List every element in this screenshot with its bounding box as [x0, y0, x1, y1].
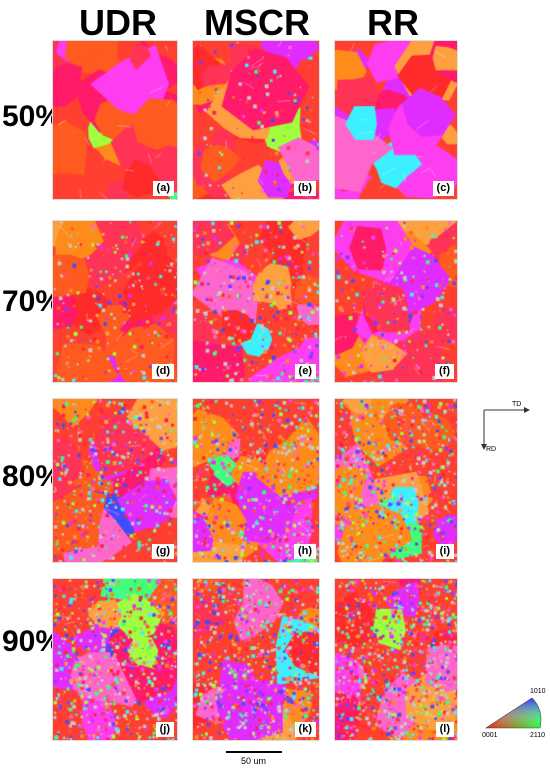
panel-label: (f): [435, 364, 454, 379]
ebsd-orientation-map: [53, 221, 177, 382]
scale-bar-label: 50 um: [241, 756, 267, 766]
ebsd-map-panel: (i): [334, 398, 458, 563]
ipf-color-legend-icon: [484, 697, 542, 729]
panel-label: (d): [151, 364, 174, 379]
ebsd-map-panel: (e): [192, 220, 320, 383]
panel-label: (g): [151, 544, 174, 559]
ebsd-orientation-map: [335, 399, 457, 562]
ebsd-map-panel: (k): [192, 578, 320, 741]
column-heading-mscr: MSCR: [204, 2, 310, 43]
panel-label: (b): [293, 181, 316, 196]
ebsd-orientation-map: [335, 41, 457, 199]
ebsd-map-panel: (b): [192, 40, 320, 200]
ebsd-orientation-map: [53, 41, 177, 199]
legend-label-0001: 0001: [482, 732, 498, 739]
ebsd-orientation-map: [53, 399, 177, 562]
ebsd-orientation-map: [193, 579, 319, 740]
ebsd-orientation-map: [193, 221, 319, 382]
column-heading-rr: RR: [367, 2, 419, 43]
panel-label: (l): [435, 722, 454, 737]
ebsd-orientation-map: [335, 579, 457, 740]
td-axis-label: TD: [512, 401, 522, 408]
rd-axis-label: RD: [486, 446, 497, 453]
panel-label: (a): [152, 181, 174, 196]
scale-bar: [226, 751, 282, 753]
td-rd-axes-icon: [481, 407, 530, 450]
ebsd-map-panel: (l): [334, 578, 458, 741]
ebsd-map-panel: (a): [52, 40, 178, 200]
panel-label: (h): [293, 544, 316, 559]
ebsd-orientation-map: [193, 399, 319, 562]
ebsd-map-panel: (h): [192, 398, 320, 563]
panel-label: (i): [435, 544, 454, 559]
ebsd-orientation-map: [193, 41, 319, 199]
ebsd-map-panel: (c): [334, 40, 458, 200]
panel-label: (e): [294, 364, 316, 379]
legend-label-2110: 2110: [530, 732, 546, 739]
column-heading-udr: UDR: [79, 2, 157, 43]
panel-label: (k): [294, 722, 316, 737]
ebsd-orientation-map: [335, 221, 457, 382]
ebsd-map-panel: (g): [52, 398, 178, 563]
ebsd-orientation-map: [53, 579, 177, 740]
ebsd-map-panel: (f): [334, 220, 458, 383]
panel-label: (c): [432, 181, 454, 196]
ebsd-map-panel: (j): [52, 578, 178, 741]
legend-label-1010: 1010: [530, 688, 546, 695]
panel-label: (j): [155, 722, 174, 737]
ebsd-map-panel: (d): [52, 220, 178, 383]
